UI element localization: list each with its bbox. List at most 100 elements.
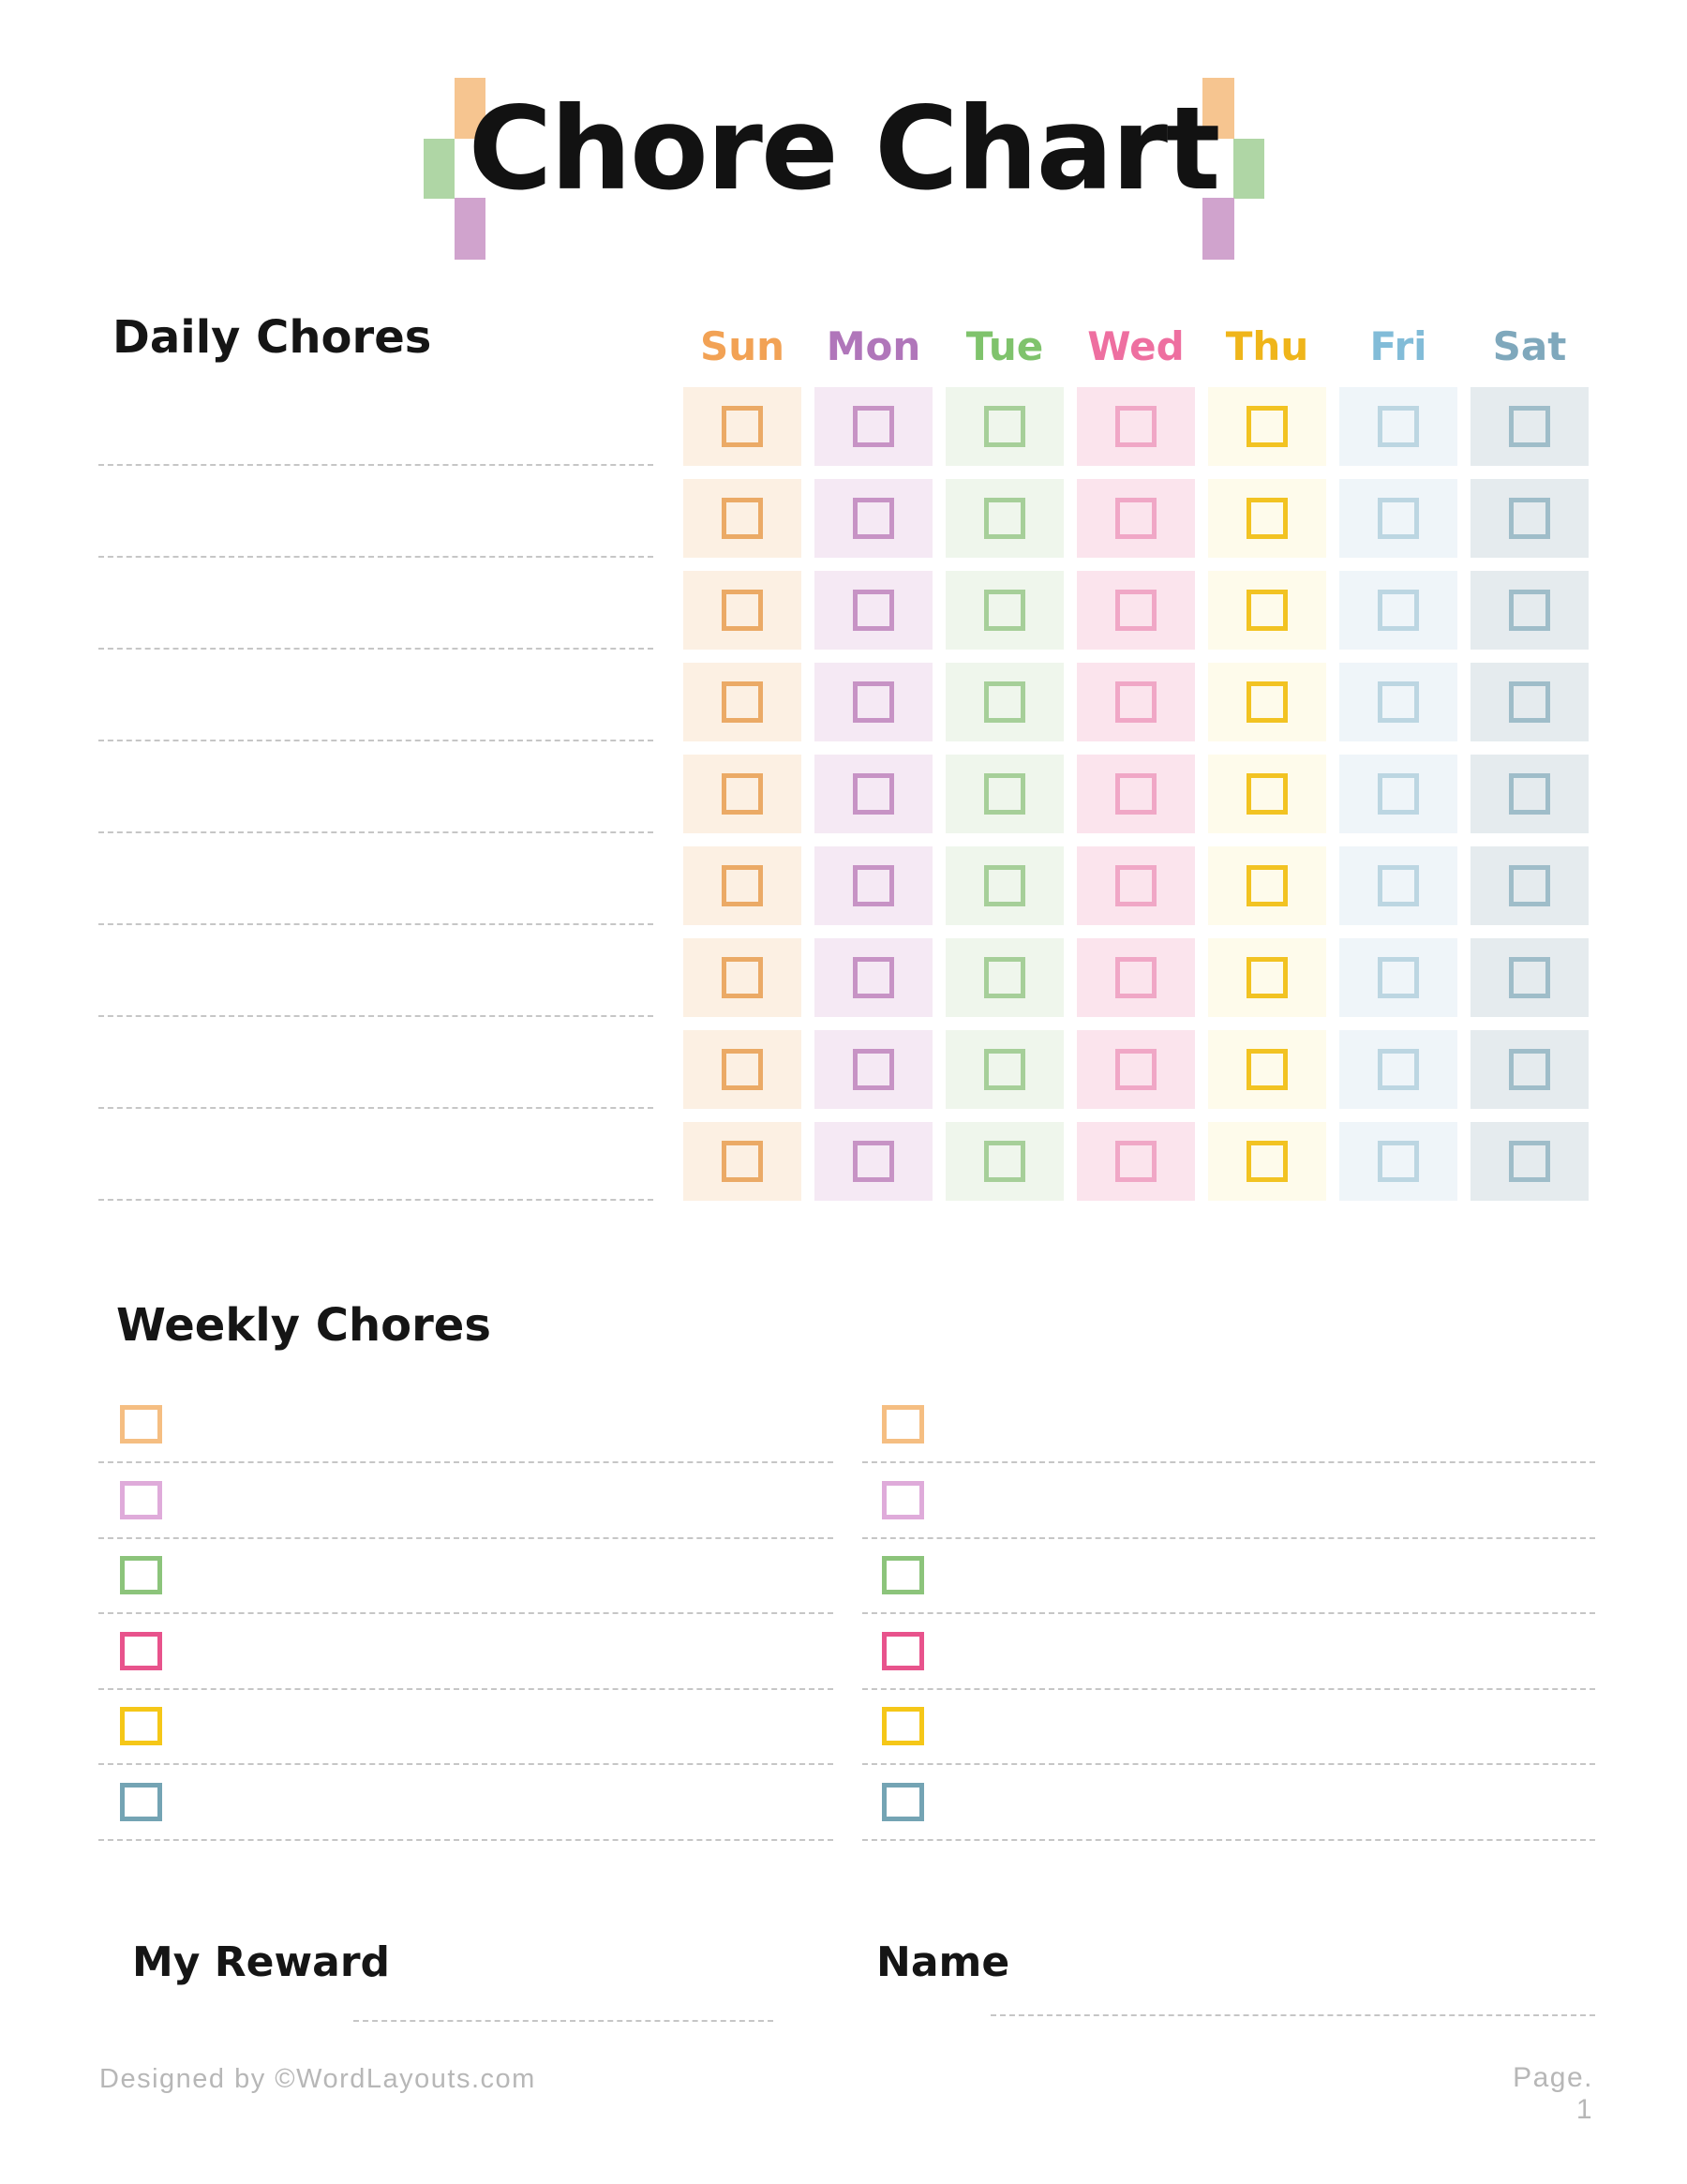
- weekly-chore-line[interactable]: [862, 1688, 1595, 1690]
- daily-checkbox-wed[interactable]: [1115, 957, 1157, 998]
- daily-checkbox-tue[interactable]: [984, 590, 1025, 631]
- daily-checkbox-sat[interactable]: [1509, 957, 1550, 998]
- daily-chore-line[interactable]: [98, 740, 653, 741]
- daily-checkbox-sat[interactable]: [1509, 406, 1550, 447]
- weekly-chore-line[interactable]: [862, 1763, 1595, 1765]
- daily-checkbox-sun[interactable]: [722, 1049, 763, 1090]
- daily-checkbox-sat[interactable]: [1509, 1141, 1550, 1182]
- name-line[interactable]: [991, 2014, 1595, 2016]
- weekly-checkbox[interactable]: [120, 1481, 162, 1519]
- daily-chore-line[interactable]: [98, 1107, 653, 1109]
- daily-checkbox-sat[interactable]: [1509, 773, 1550, 815]
- daily-chore-line[interactable]: [98, 831, 653, 833]
- weekly-checkbox[interactable]: [120, 1632, 162, 1670]
- daily-checkbox-sat[interactable]: [1509, 498, 1550, 539]
- daily-checkbox-fri[interactable]: [1378, 406, 1419, 447]
- daily-checkbox-mon[interactable]: [853, 681, 894, 723]
- daily-checkbox-tue[interactable]: [984, 865, 1025, 906]
- daily-checkbox-mon[interactable]: [853, 498, 894, 539]
- daily-checkbox-fri[interactable]: [1378, 498, 1419, 539]
- daily-checkbox-mon[interactable]: [853, 590, 894, 631]
- daily-checkbox-sun[interactable]: [722, 957, 763, 998]
- daily-checkbox-sun[interactable]: [722, 406, 763, 447]
- weekly-chore-line[interactable]: [862, 1461, 1595, 1463]
- weekly-checkbox[interactable]: [120, 1783, 162, 1821]
- daily-checkbox-tue[interactable]: [984, 681, 1025, 723]
- weekly-checkbox[interactable]: [882, 1405, 924, 1444]
- daily-checkbox-thu[interactable]: [1247, 681, 1288, 723]
- daily-checkbox-tue[interactable]: [984, 957, 1025, 998]
- daily-checkbox-wed[interactable]: [1115, 498, 1157, 539]
- daily-checkbox-thu[interactable]: [1247, 865, 1288, 906]
- weekly-checkbox[interactable]: [120, 1707, 162, 1745]
- daily-chore-line[interactable]: [98, 1015, 653, 1017]
- daily-grid-cell-tue: [946, 663, 1064, 741]
- daily-checkbox-tue[interactable]: [984, 1049, 1025, 1090]
- daily-checkbox-wed[interactable]: [1115, 1141, 1157, 1182]
- reward-line[interactable]: [353, 2020, 773, 2022]
- daily-checkbox-mon[interactable]: [853, 773, 894, 815]
- daily-checkbox-thu[interactable]: [1247, 1049, 1288, 1090]
- daily-chore-line[interactable]: [98, 923, 653, 925]
- weekly-checkbox[interactable]: [882, 1783, 924, 1821]
- daily-checkbox-fri[interactable]: [1378, 865, 1419, 906]
- daily-checkbox-fri[interactable]: [1378, 1049, 1419, 1090]
- weekly-chore-line[interactable]: [98, 1688, 833, 1690]
- daily-checkbox-sun[interactable]: [722, 590, 763, 631]
- daily-checkbox-tue[interactable]: [984, 1141, 1025, 1182]
- weekly-checkbox[interactable]: [882, 1556, 924, 1594]
- daily-checkbox-fri[interactable]: [1378, 1141, 1419, 1182]
- daily-checkbox-wed[interactable]: [1115, 406, 1157, 447]
- daily-checkbox-wed[interactable]: [1115, 1049, 1157, 1090]
- daily-checkbox-mon[interactable]: [853, 957, 894, 998]
- daily-checkbox-thu[interactable]: [1247, 957, 1288, 998]
- daily-checkbox-sun[interactable]: [722, 865, 763, 906]
- daily-checkbox-tue[interactable]: [984, 406, 1025, 447]
- weekly-checkbox[interactable]: [120, 1556, 162, 1594]
- daily-checkbox-sat[interactable]: [1509, 681, 1550, 723]
- weekly-checkbox[interactable]: [882, 1481, 924, 1519]
- weekly-chore-line[interactable]: [862, 1839, 1595, 1841]
- daily-checkbox-tue[interactable]: [984, 773, 1025, 815]
- daily-checkbox-wed[interactable]: [1115, 865, 1157, 906]
- weekly-chore-line[interactable]: [98, 1839, 833, 1841]
- daily-checkbox-sun[interactable]: [722, 1141, 763, 1182]
- daily-checkbox-thu[interactable]: [1247, 590, 1288, 631]
- daily-chore-line[interactable]: [98, 556, 653, 558]
- daily-checkbox-sat[interactable]: [1509, 590, 1550, 631]
- daily-checkbox-mon[interactable]: [853, 1141, 894, 1182]
- daily-checkbox-thu[interactable]: [1247, 773, 1288, 815]
- daily-checkbox-mon[interactable]: [853, 1049, 894, 1090]
- weekly-checkbox[interactable]: [882, 1707, 924, 1745]
- daily-checkbox-fri[interactable]: [1378, 957, 1419, 998]
- daily-chore-line[interactable]: [98, 464, 653, 466]
- weekly-chore-line[interactable]: [98, 1537, 833, 1539]
- daily-checkbox-mon[interactable]: [853, 406, 894, 447]
- weekly-checkbox[interactable]: [120, 1405, 162, 1444]
- daily-checkbox-sun[interactable]: [722, 498, 763, 539]
- daily-checkbox-fri[interactable]: [1378, 681, 1419, 723]
- weekly-chore-line[interactable]: [98, 1763, 833, 1765]
- daily-checkbox-wed[interactable]: [1115, 681, 1157, 723]
- weekly-chore-line[interactable]: [98, 1461, 833, 1463]
- daily-checkbox-thu[interactable]: [1247, 406, 1288, 447]
- daily-checkbox-wed[interactable]: [1115, 590, 1157, 631]
- daily-chore-line[interactable]: [98, 648, 653, 650]
- weekly-chore-line[interactable]: [862, 1537, 1595, 1539]
- daily-checkbox-wed[interactable]: [1115, 773, 1157, 815]
- weekly-checkbox[interactable]: [882, 1632, 924, 1670]
- daily-checkbox-sat[interactable]: [1509, 1049, 1550, 1090]
- daily-checkbox-tue[interactable]: [984, 498, 1025, 539]
- daily-chore-line[interactable]: [98, 1199, 653, 1201]
- daily-checkbox-mon[interactable]: [853, 865, 894, 906]
- daily-checkbox-fri[interactable]: [1378, 773, 1419, 815]
- daily-checkbox-sun[interactable]: [722, 681, 763, 723]
- daily-checkbox-sat[interactable]: [1509, 865, 1550, 906]
- daily-checkbox-fri[interactable]: [1378, 590, 1419, 631]
- daily-checkbox-thu[interactable]: [1247, 1141, 1288, 1182]
- weekly-chore-line[interactable]: [98, 1612, 833, 1614]
- weekly-chore-line[interactable]: [862, 1612, 1595, 1614]
- daily-checkbox-sun[interactable]: [722, 773, 763, 815]
- daily-checkbox-thu[interactable]: [1247, 498, 1288, 539]
- my-reward-label: My Reward: [132, 1938, 391, 1986]
